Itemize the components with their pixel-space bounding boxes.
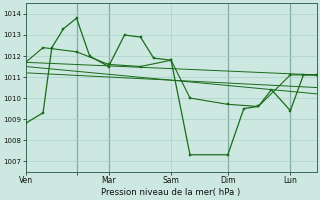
X-axis label: Pression niveau de la mer( hPa ): Pression niveau de la mer( hPa ): [101, 188, 241, 197]
